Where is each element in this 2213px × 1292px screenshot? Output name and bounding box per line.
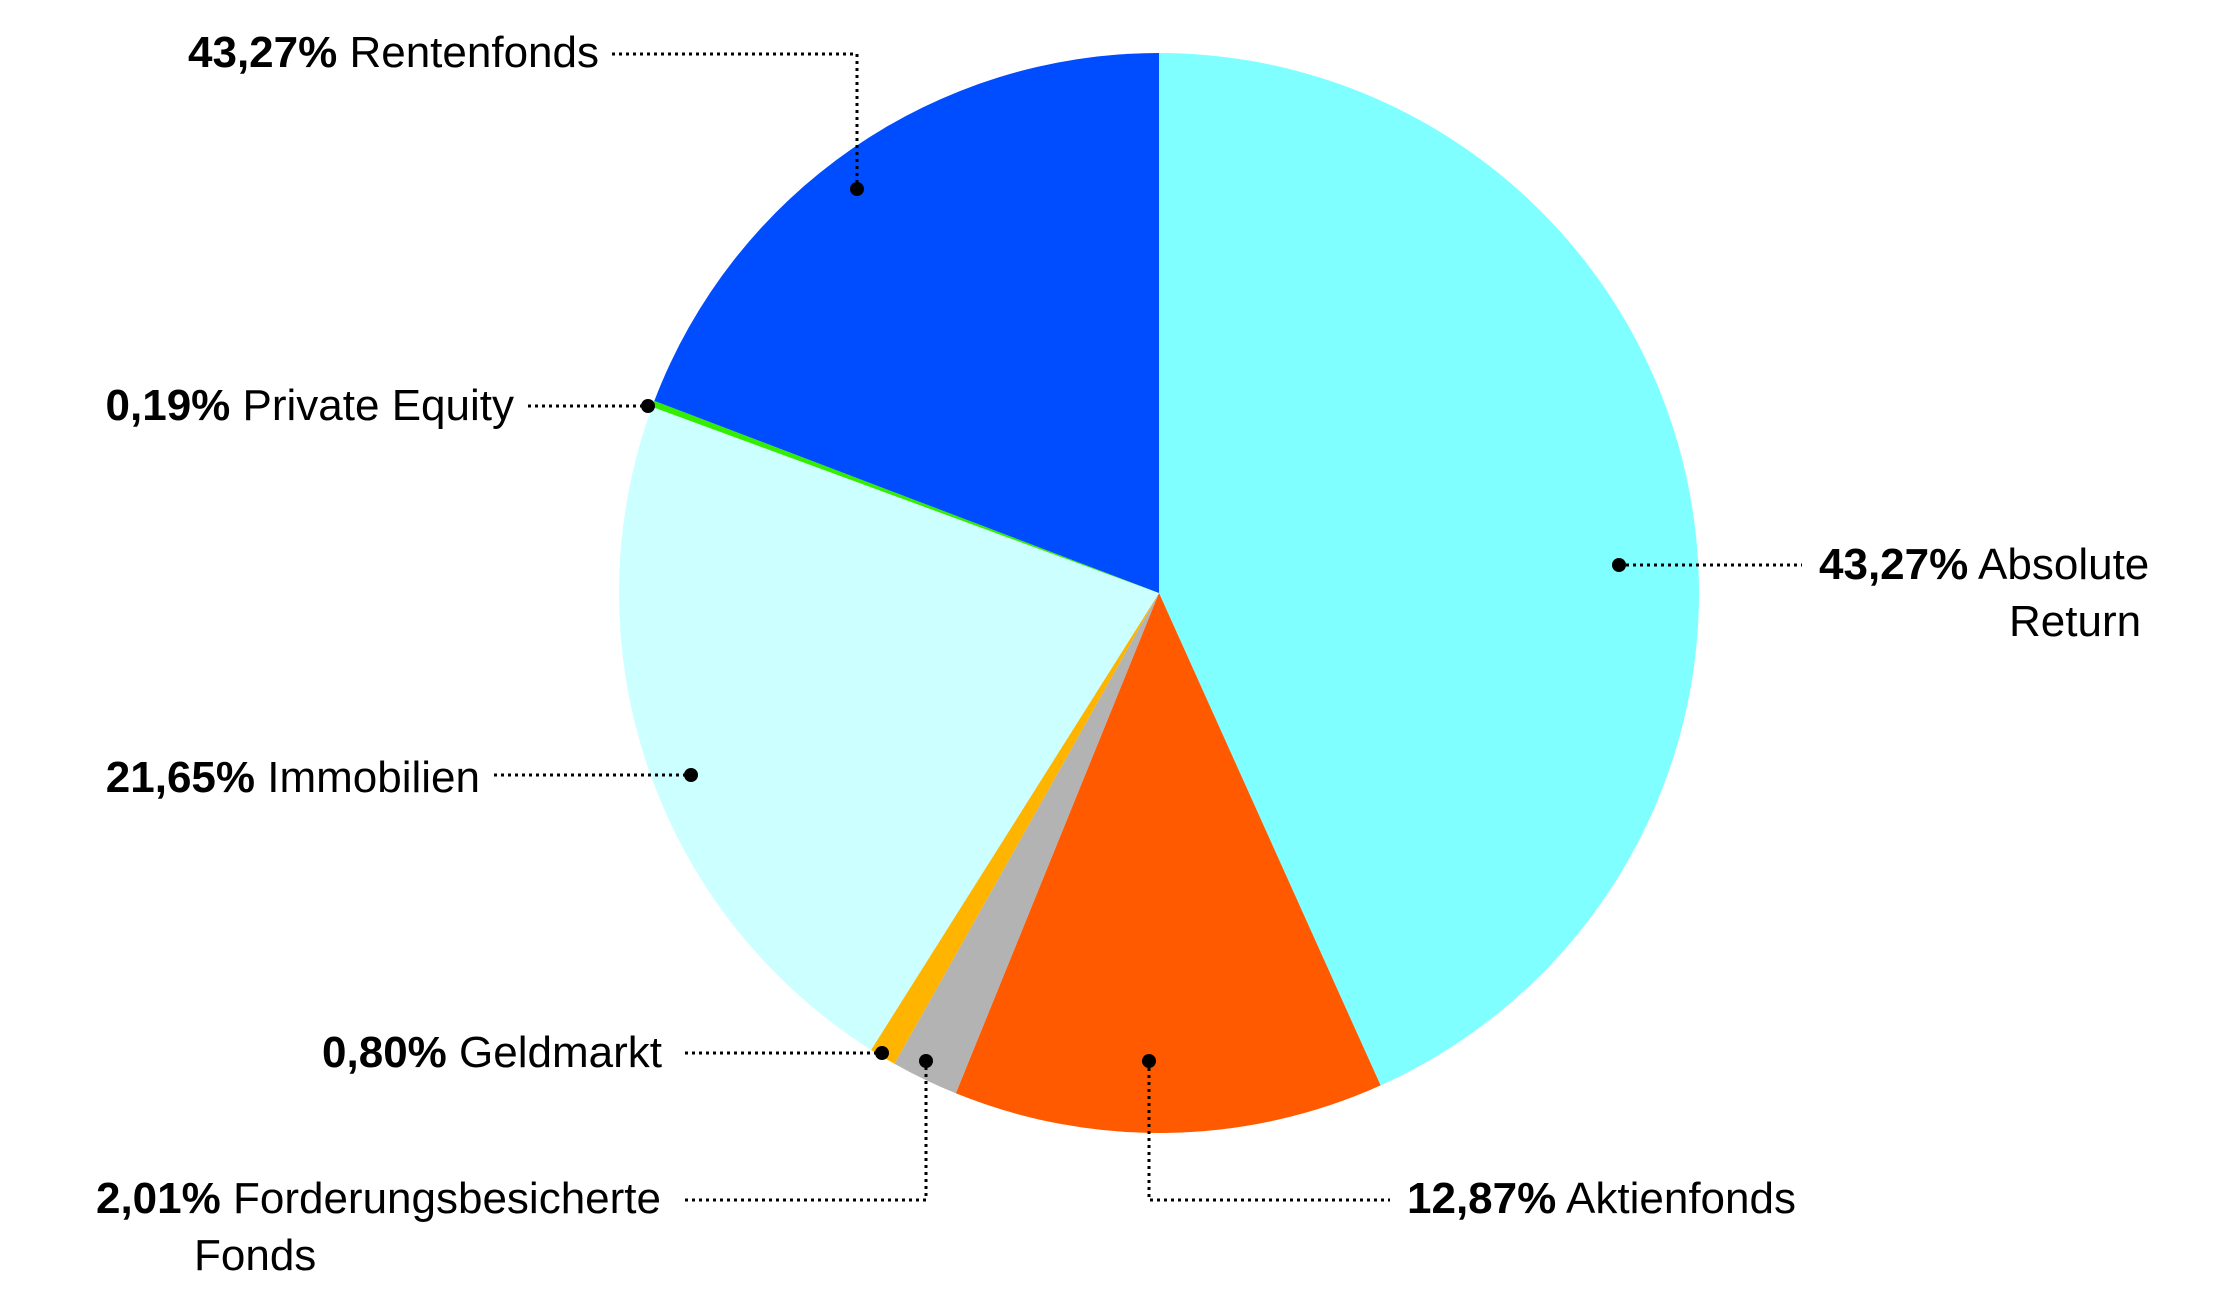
- leader-dot: [684, 768, 698, 782]
- leader-dot: [850, 182, 864, 196]
- pie-slice-forderungsbesicherte: [894, 593, 1159, 1094]
- leader-forderungsbesicherte: [685, 1061, 928, 1202]
- data-label-absolute-return: 43,27% Absolute: [1819, 540, 2149, 589]
- pie-slice-immobilien: [618, 406, 1159, 1050]
- pie-slice-private-equity: [652, 400, 1159, 593]
- data-label-forderungsbesicherte-line2: Fonds: [194, 1231, 316, 1280]
- leader-lines: [494, 52, 1802, 1202]
- pie-slice-rentenfonds: [654, 53, 1159, 593]
- leader-dot: [1612, 558, 1626, 572]
- pie-slice-absolute: [1159, 53, 1700, 1086]
- pie-slices: [618, 53, 1700, 1134]
- leader-dot: [641, 399, 655, 413]
- data-label-immobilien: 21,65% Immobilien: [106, 753, 480, 802]
- data-label-rentenfonds: 43,27% Rentenfonds: [188, 28, 599, 77]
- leader-dot: [919, 1054, 933, 1068]
- leader-dot: [875, 1046, 889, 1060]
- pie-slice-aktienfonds: [955, 593, 1381, 1134]
- data-label-geldmarkt: 0,80% Geldmarkt: [322, 1028, 662, 1077]
- pie-slice-geldmarkt: [871, 593, 1159, 1064]
- leader-rentenfonds: [612, 52, 859, 189]
- leader-dot: [1142, 1054, 1156, 1068]
- data-label-forderungsbesicherte: 2,01% Forderungsbesicherte: [96, 1174, 661, 1223]
- data-label-absolute-return-line2: Return: [2009, 597, 2141, 646]
- data-label-private-equity: 0,19% Private Equity: [106, 381, 514, 430]
- data-label-aktienfonds: 12,87% Aktienfonds: [1407, 1174, 1796, 1223]
